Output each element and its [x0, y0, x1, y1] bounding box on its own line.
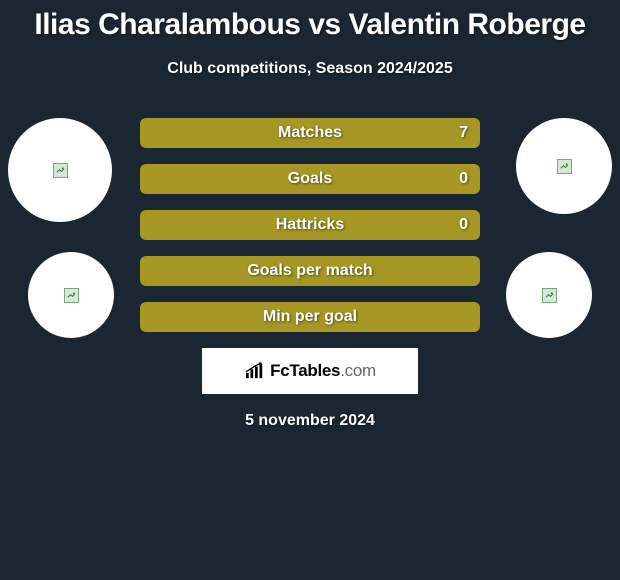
stat-bar-goals-per-match: Goals per match — [140, 256, 480, 286]
stat-bar-matches: Matches 7 — [140, 118, 480, 148]
stat-bar-goals: Goals 0 — [140, 164, 480, 194]
player-1-avatar — [8, 118, 112, 222]
logo-text: FcTables.com — [270, 361, 376, 381]
club-1-avatar — [28, 252, 114, 338]
stat-value: 0 — [459, 216, 468, 234]
broken-image-icon — [64, 288, 79, 303]
stat-label: Min per goal — [263, 308, 357, 326]
broken-image-icon — [557, 159, 572, 174]
logo-text-main: FcTables — [270, 361, 340, 380]
broken-image-icon — [53, 163, 68, 178]
page-title: Ilias Charalambous vs Valentin Roberge — [0, 0, 620, 42]
stats-bars: Matches 7 Goals 0 Hattricks 0 Goals per … — [140, 118, 480, 332]
broken-image-icon — [542, 288, 557, 303]
stat-value: 7 — [459, 124, 468, 142]
stat-label: Goals — [288, 170, 332, 188]
stat-label: Matches — [278, 124, 342, 142]
fctables-logo: FcTables.com — [202, 348, 418, 394]
club-2-avatar — [506, 252, 592, 338]
bar-chart-icon — [244, 362, 266, 380]
page-subtitle: Club competitions, Season 2024/2025 — [0, 60, 620, 78]
logo-text-suffix: .com — [340, 361, 376, 380]
report-date: 5 november 2024 — [0, 412, 620, 430]
stat-bar-min-per-goal: Min per goal — [140, 302, 480, 332]
stat-value: 0 — [459, 170, 468, 188]
comparison-content: Matches 7 Goals 0 Hattricks 0 Goals per … — [0, 118, 620, 430]
player-2-avatar — [516, 118, 612, 214]
stat-bar-hattricks: Hattricks 0 — [140, 210, 480, 240]
stat-label: Hattricks — [276, 216, 344, 234]
stat-label: Goals per match — [247, 262, 372, 280]
